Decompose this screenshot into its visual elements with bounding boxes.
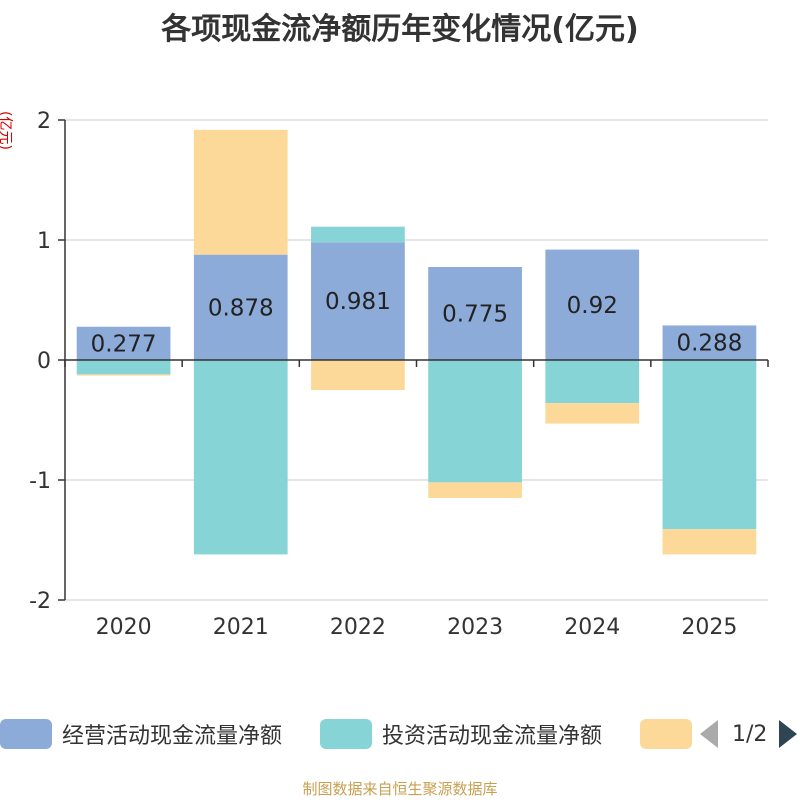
legend-swatch-investing: [320, 719, 372, 749]
bar-2024-series-2: [545, 403, 640, 424]
legend-item-operating[interactable]: 经营活动现金流量净额: [0, 716, 282, 752]
bar-2023-series-0: [428, 267, 522, 360]
y-tick-label: -1: [29, 469, 51, 494]
legend-page-indicator: 1/2: [732, 721, 768, 747]
bar-2022-series-2: [311, 360, 405, 390]
x-tick-label-2023: 2023: [447, 615, 503, 640]
y-tick-label: 0: [37, 349, 51, 374]
data-label-2023: 0.775: [442, 302, 508, 328]
bar-2022-series-1: [311, 226, 405, 243]
legend-swatch-financing: [640, 719, 692, 749]
legend-label-investing: 投资活动现金流量净额: [382, 724, 603, 749]
bars: [76, 129, 757, 555]
legend-item-investing[interactable]: 投资活动现金流量净额: [320, 716, 602, 752]
legend-item-financing[interactable]: [640, 716, 692, 752]
stacked-bar-chart: 2 1 0 -1 -2 2020 2021 2022 2023 2024 2025 0.277 0.8…: [29, 109, 769, 640]
bar-2020-series-1: [76, 360, 171, 375]
bar-2021-series-1: [193, 360, 288, 555]
bar-2022-series-0: [311, 242, 405, 360]
x-tick-label-2020: 2020: [96, 615, 152, 640]
bar-2023-series-1: [428, 360, 522, 483]
bar-2025-series-0: [662, 325, 757, 360]
data-labels: 0.277 0.878 0.981 0.775 0.92 0.288: [91, 289, 743, 357]
x-tick-label-2024: 2024: [564, 615, 620, 640]
legend-prev-icon[interactable]: [700, 720, 718, 748]
y-tick-label: 2: [37, 109, 51, 134]
grid-lines: [65, 119, 768, 601]
bar-2021-series-2: [193, 129, 288, 255]
x-tick-label-2022: 2022: [330, 615, 386, 640]
bar-2025-series-2: [662, 529, 757, 555]
bar-2024-series-1: [545, 360, 640, 404]
data-label-2025: 0.288: [676, 331, 742, 357]
x-tick-label-2025: 2025: [681, 615, 737, 640]
bar-2020-series-0: [76, 326, 171, 360]
y-tick-label: 1: [37, 229, 51, 254]
data-label-2022: 0.981: [325, 289, 391, 315]
bar-2020-series-2: [76, 374, 171, 376]
bar-2021-series-0: [193, 254, 288, 360]
legend-label-operating: 经营活动现金流量净额: [62, 724, 283, 749]
axes: 2 1 0 -1 -2 2020 2021 2022 2023 2024 2025: [29, 109, 769, 640]
legend-pager: 1/2: [700, 716, 798, 752]
bar-2024-series-0: [545, 249, 640, 360]
data-label-2024: 0.92: [567, 293, 618, 319]
bar-2025-series-1: [662, 360, 757, 530]
legend-next-icon[interactable]: [779, 720, 798, 748]
chart-title: 各项现金流净额历年变化情况(亿元): [161, 12, 639, 47]
y-tick-label: -2: [29, 589, 51, 614]
bar-2023-series-2: [428, 482, 522, 498]
data-label-2020: 0.277: [91, 331, 157, 357]
legend: 经营活动现金流量净额 投资活动现金流量净额 1/2: [0, 716, 800, 756]
data-label-2021: 0.878: [208, 295, 274, 321]
x-tick-label-2021: 2021: [213, 615, 269, 640]
data-source: 制图数据来自恒生聚源数据库: [302, 780, 498, 798]
legend-swatch-operating: [0, 719, 52, 749]
